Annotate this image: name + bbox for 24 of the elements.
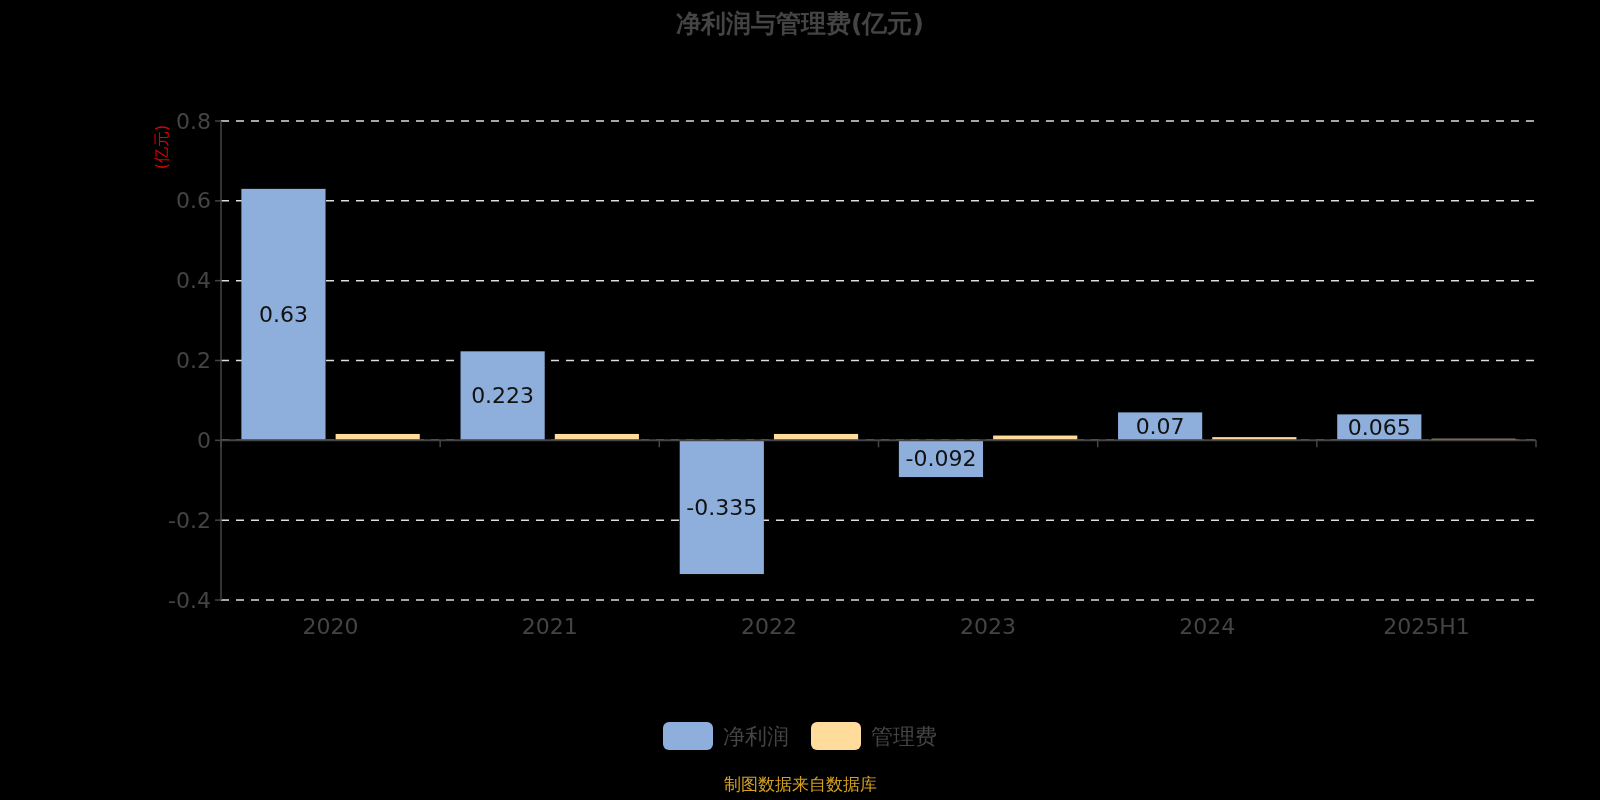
x-tick-label: 2021 [521, 613, 578, 639]
x-tick-label: 2023 [960, 613, 1017, 639]
y-tick-label: 0.2 [176, 348, 211, 373]
y-tick-label: 0.6 [176, 188, 211, 214]
data-label: 0.065 [1347, 414, 1411, 440]
y-tick-label: 0.4 [176, 268, 211, 294]
legend-label: 净利润 [723, 723, 789, 749]
y-axis-title: (亿元) [151, 124, 171, 170]
y-tick-label: 0.8 [176, 108, 211, 134]
data-label: 0.223 [471, 383, 535, 409]
y-tick-label: -0.2 [168, 507, 211, 533]
data-label: -0.335 [686, 494, 758, 520]
data-label: 0.07 [1135, 413, 1185, 439]
data-label: -0.092 [905, 446, 977, 472]
x-tick-label: 2025H1 [1383, 613, 1470, 639]
data-label: 0.63 [258, 302, 308, 328]
x-tick-label: 2024 [1179, 613, 1236, 639]
legend-label: 管理费 [871, 723, 937, 749]
chart-title: 净利润与管理费(亿元) [676, 9, 924, 38]
text: 制图数据来自数据库 [723, 774, 877, 794]
x-tick-label: 2020 [302, 613, 359, 639]
x-tick-label: 2022 [740, 613, 797, 639]
y-tick-label: -0.4 [168, 587, 211, 613]
y-tick-label: 0 [197, 427, 211, 453]
